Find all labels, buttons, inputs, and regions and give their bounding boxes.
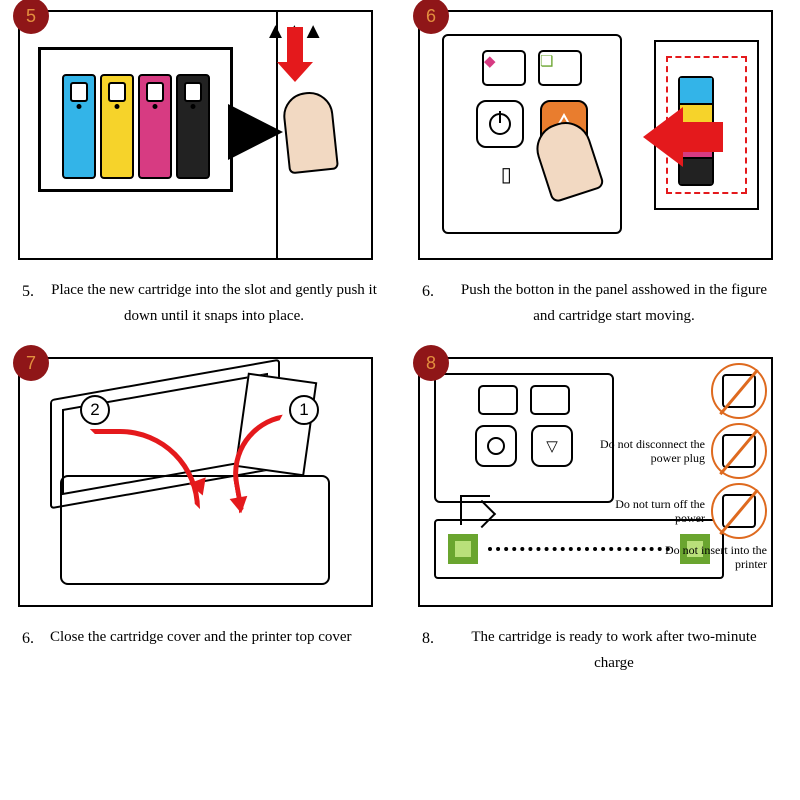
step-6-panel: 6 ◆ ❏ ▯ ◆ [418,10,782,260]
warning-label: Do not insert into the printer [647,543,767,572]
badge-number: 5 [26,6,36,27]
badge-number: 7 [26,353,36,374]
control-panel: ◆ ❏ ▯ ◆ [442,34,622,234]
caption-number: 6. [422,278,440,305]
power-button-icon [475,425,517,467]
panel-button-icon [478,385,518,415]
cartridge-cyan [62,74,96,179]
step-7-panel: 7 2 1 [18,357,382,607]
step-7-illustration: 2 1 [18,357,373,607]
move-left-arrow-icon [643,107,723,167]
step-5-panel: 5 ▲▲▲ [18,10,382,260]
stop-button-icon: ▽ [531,425,573,467]
warning-icons: Do not disconnect the power plug Do not … [585,363,767,572]
warning-label: Do not turn off the power [585,497,705,526]
step-5-caption: 5. Place the new cartridge into the slot… [18,268,382,349]
badge-number: 8 [426,353,436,374]
cartridge-callout [38,47,233,192]
step-8-panel: 8 ▽ [418,357,782,607]
step-circle-1: 1 [289,395,319,425]
no-unplug-icon [711,363,767,419]
caption-text: The cartridge is ready to work after two… [450,625,778,676]
instruction-grid: 5 ▲▲▲ 6 ◆ ❏ [18,10,782,696]
led-start-icon [448,534,478,564]
step-6-caption: 6. Push the botton in the panel asshowed… [418,268,782,349]
push-down-arrow-icon [287,27,313,82]
cartridge-magenta [138,74,172,179]
caption-text: Close the cartridge cover and the printe… [50,625,378,651]
caption-text: Place the new cartridge into the slot an… [50,278,378,329]
callout-pointer [228,104,283,160]
cartridge-yellow [100,74,134,179]
warning-label: Do not disconnect the power plug [585,437,705,466]
caption-number: 6. [22,625,40,652]
panel-button-icon [530,385,570,415]
step-badge: 7 [13,345,49,381]
step-6-illustration: ◆ ❏ ▯ ◆ [418,10,773,260]
caption-number: 5. [22,278,40,305]
step-7-caption: 6. Close the cartridge cover and the pri… [18,615,382,696]
panel-button-icon: ❏ [538,50,582,86]
no-insert-icon [711,483,767,539]
caption-text: Push the botton in the panel asshowed in… [450,278,778,329]
panel-button-icon: ◆ [482,50,526,86]
step-8-illustration: ▽ Do not disconnect the power plug Do no… [418,357,773,607]
paper-icon: ▯ [501,162,512,187]
caption-number: 8. [422,625,440,652]
step-badge: 8 [413,345,449,381]
badge-number: 6 [426,6,436,27]
step-5-illustration: ▲▲▲ [18,10,373,260]
cartridge-black [176,74,210,179]
step-circle-2: 2 [80,395,110,425]
power-button-icon [476,100,524,148]
no-power-off-icon [711,423,767,479]
step-8-caption: 8. The cartridge is ready to work after … [418,615,782,696]
